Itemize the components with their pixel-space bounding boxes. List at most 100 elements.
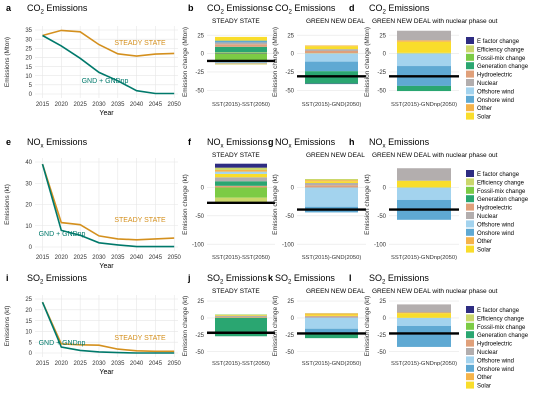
series-line-gnd xyxy=(41,163,175,248)
panel-letter: i xyxy=(6,273,9,283)
bar-segment-positive xyxy=(397,313,451,318)
y-axis-label: Emissions (Mton) xyxy=(4,37,11,87)
legend-label: E factor change xyxy=(477,172,520,178)
legend-label: Solar xyxy=(477,384,491,390)
panel-letter: f xyxy=(188,137,192,147)
legend-label: E factor change xyxy=(477,39,520,45)
bar-segment-positive xyxy=(305,180,358,182)
y-tick-label: -50 xyxy=(285,350,294,356)
bar-segment-positive xyxy=(397,30,451,41)
bar-segment-positive xyxy=(215,36,267,41)
line-panel-title-rest: Emissions xyxy=(44,137,88,147)
bar-panel-title-sub: 2 xyxy=(288,279,292,286)
legend-label: Nuclear xyxy=(477,350,498,356)
x-tick-label: SST(2015)-GND(2050) xyxy=(302,102,362,108)
y-tick-label: 0 xyxy=(383,52,387,58)
y-tick-label: 0 xyxy=(291,186,295,192)
bar-segment-negative xyxy=(397,326,451,347)
x-tick-label: SST(2015)-GND(2050) xyxy=(302,361,362,367)
bar-segment-negative xyxy=(397,187,451,200)
bar-segment-positive xyxy=(305,179,358,181)
line-panel-title: NOx Emissions xyxy=(27,137,88,150)
x-tick-label: 2020 xyxy=(55,361,69,367)
bar-panel-title-rest: Emissions xyxy=(223,273,267,283)
bar-segment-positive xyxy=(215,169,267,172)
bar-panel-title-rest: Emissions xyxy=(386,137,430,147)
x-tick-label: SST(2015)-GNDnp(2050) xyxy=(391,102,457,108)
y-axis-label: Emission change (kt) xyxy=(182,296,189,357)
line-panel-title-main: NO xyxy=(27,137,41,147)
bar-segment-negative xyxy=(397,85,451,92)
bar-panel-title-rest: Emissions xyxy=(224,137,268,147)
panel-letter: d xyxy=(349,3,355,13)
y-tick-label: -25 xyxy=(195,70,204,76)
y-tick-label: -100 xyxy=(374,242,387,248)
x-axis-label: Year xyxy=(99,369,114,376)
series-label-steady-state: STEADY STATE xyxy=(114,40,166,47)
bar-segment-positive xyxy=(397,180,451,188)
y-tick-label: 25 xyxy=(25,46,32,52)
y-axis-label: Emission change (Mton) xyxy=(364,27,371,97)
bar-segment-positive xyxy=(215,317,267,318)
series-line-gnd xyxy=(41,301,175,354)
y-tick-label: -50 xyxy=(377,214,386,220)
legend-swatch xyxy=(466,237,474,245)
legend-swatch xyxy=(466,339,474,347)
y-tick-label: 25 xyxy=(197,299,204,305)
y-tick-label: 25 xyxy=(25,297,32,303)
legend-label: Fossil-mix change xyxy=(477,56,526,62)
y-tick-label: 10 xyxy=(25,224,32,230)
bar-segment-positive xyxy=(215,181,267,186)
legend-label: Efficiency change xyxy=(477,47,525,53)
legend-swatch xyxy=(466,348,474,355)
y-tick-label: 0 xyxy=(291,316,295,322)
y-tick-label: -50 xyxy=(195,350,204,356)
legend-label: Fossil-mix change xyxy=(477,325,526,331)
y-tick-label: 15 xyxy=(25,319,32,325)
bar-segment-positive xyxy=(305,185,358,188)
legend-swatch xyxy=(466,170,474,177)
bar-panel-title-main: CO xyxy=(369,3,383,13)
legend-label: Other xyxy=(477,239,492,245)
y-axis-label: Emission change (Mton) xyxy=(182,27,189,97)
legend-swatch xyxy=(466,212,474,219)
panel-letter: b xyxy=(188,3,194,13)
y-tick-label: 10 xyxy=(25,74,32,80)
legend-swatch xyxy=(466,314,474,322)
bar-segment-positive xyxy=(305,181,358,183)
bar-segment-positive xyxy=(215,171,267,174)
legend-swatch xyxy=(466,95,474,103)
legend-swatch xyxy=(466,245,474,253)
x-tick-label: 2035 xyxy=(111,361,125,367)
legend-label: Solar xyxy=(477,115,491,121)
bar-segment-positive xyxy=(305,49,358,51)
y-tick-label: -50 xyxy=(195,89,204,95)
series-label-steady-state: STEADY STATE xyxy=(114,335,166,342)
bar-panel-subtitle: GREEN NEW DEAL xyxy=(306,18,365,25)
panel-letter: g xyxy=(268,137,274,147)
y-tick-label: 0 xyxy=(291,52,295,58)
x-tick-label: 2030 xyxy=(92,102,106,108)
y-tick-label: 0 xyxy=(29,92,33,98)
bar-segment-negative xyxy=(215,53,267,62)
y-tick-label: 10 xyxy=(25,330,32,336)
x-tick-label: 2045 xyxy=(149,361,163,367)
bar-segment-positive xyxy=(215,315,267,318)
legend-label: Hydroelectric xyxy=(477,342,512,348)
bar-panel-subtitle: STEADY STATE xyxy=(212,152,260,159)
panel-letter: j xyxy=(187,273,191,283)
legend-label: Onshore wind xyxy=(477,367,514,373)
x-tick-label: SST(2015)-GNDnp(2050) xyxy=(391,361,457,367)
x-tick-label: 2040 xyxy=(130,361,144,367)
legend-swatch xyxy=(466,203,474,211)
bar-segment-positive xyxy=(305,46,358,50)
legend-swatch xyxy=(466,331,474,339)
y-tick-label: 15 xyxy=(25,65,32,71)
x-tick-label: 2040 xyxy=(130,255,144,261)
x-axis-label: Year xyxy=(99,110,114,117)
legend-swatch xyxy=(466,37,474,44)
x-tick-label: 2015 xyxy=(36,102,50,108)
panel-letter: h xyxy=(349,137,355,147)
legend-label: Generation change xyxy=(477,64,529,70)
legend-swatch xyxy=(466,53,474,61)
